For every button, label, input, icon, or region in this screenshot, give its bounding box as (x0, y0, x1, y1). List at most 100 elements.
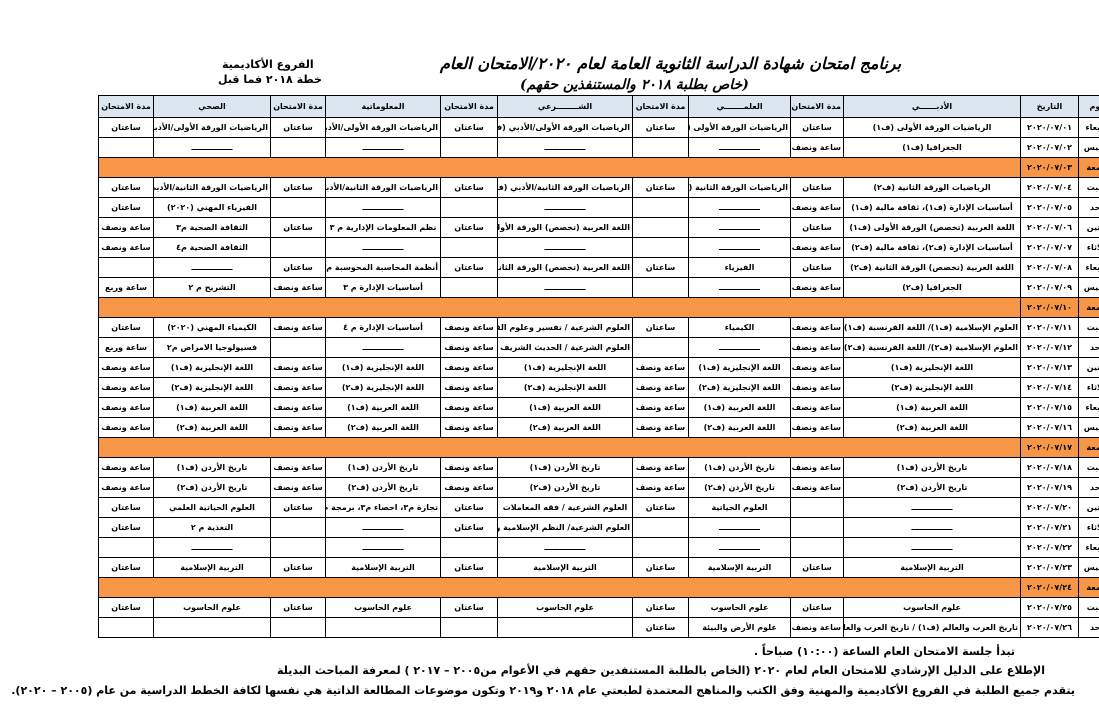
subject: الرياضيات الورقة الثانية/الأدبي (ف٢) (153, 177, 271, 198)
subject: فسيولوجيا الامراض م٢ (153, 337, 271, 358)
duration: ساعة ونصف (790, 337, 844, 358)
note: يتقدم جميع الطلبة في الفروع الأكاديمية و… (11, 684, 1075, 697)
subject: اللغة العربية (ف١) (497, 397, 633, 418)
row: الثلاثاء٢٠٢٠/٠٧/٢١ــــــــــــــــــــــ… (98, 517, 1099, 538)
subject: ـــــــــــــــ (325, 237, 441, 258)
duration: ساعة ونصف (790, 357, 844, 378)
duration: ساعة ونصف (790, 317, 844, 338)
duration: ساعة ونصف (440, 477, 498, 498)
subject: ـــــــــــــــ (843, 497, 1021, 518)
subject: العلوم الشرعية / تفسير وعلوم القرآن (497, 317, 633, 338)
day: الأربعاء (1078, 397, 1099, 418)
day: السبت (1078, 597, 1099, 618)
subject: اللغة العربية (ف١) (843, 397, 1021, 418)
duration: ساعة ونصف (270, 357, 326, 378)
duration: ساعتان (98, 557, 154, 578)
subject: ـــــــــــــــ (688, 337, 791, 358)
duration: ساعتان (270, 257, 326, 278)
note: تبدأ جلسة الامتحان العام الساعة (١٠:٠٠) … (753, 645, 1015, 658)
column-header: الشــــــــرعي (497, 95, 633, 118)
duration: ساعتان (632, 257, 689, 278)
duration (632, 137, 689, 158)
subject: تاريخ الأردن (ف١) (325, 457, 441, 478)
duration (440, 617, 498, 638)
date: ٢٠٢٠/٠٧/٢٢ (1020, 537, 1079, 558)
duration: ساعة ونصف (98, 237, 154, 258)
duration: ساعتان (632, 557, 689, 578)
duration: ساعتان (440, 597, 498, 618)
duration: ساعتان (632, 117, 689, 138)
duration: ساعة ونصف (632, 397, 689, 418)
subject: ـــــــــــــــ (688, 217, 791, 238)
subject: تاريخ الأردن (ف٢) (688, 477, 791, 498)
duration (440, 277, 498, 298)
duration: ساعة ونصف (440, 357, 498, 378)
date: ٢٠٢٠/٠٧/٠٦ (1020, 217, 1079, 238)
duration (632, 537, 689, 558)
holiday-row: الجمعة٢٠٢٠/٠٧/٢٤ (98, 577, 1099, 598)
day: الخميس (1078, 557, 1099, 578)
branch: الفروع الأكاديمية (222, 58, 314, 71)
subject: اللغة العربية (تخصص) الورقة الثانية (ف٢) (843, 257, 1021, 278)
date: ٢٠٢٠/٠٧/١٠ (1020, 297, 1079, 318)
subject: اللغة الإنجليزية (ف٢) (688, 377, 791, 398)
subject: اللغة الإنجليزية (ف٢) (497, 377, 633, 398)
duration: ساعتان (790, 597, 844, 618)
duration (632, 237, 689, 258)
duration: ساعتان (270, 117, 326, 138)
duration: ساعتان (790, 177, 844, 198)
duration: ساعة ونصف (790, 137, 844, 158)
duration (270, 617, 326, 638)
subject: ـــــــــــــــ (497, 277, 633, 298)
day: الثلاثاء (1078, 377, 1099, 398)
column-header: مدة الامتحان (790, 95, 844, 118)
holiday-cell (98, 577, 1021, 598)
day: الخميس (1078, 417, 1099, 438)
subject: تاريخ الأردن (ف١) (153, 457, 271, 478)
subject: ـــــــــــــــ (688, 197, 791, 218)
holiday-row: الجمعة٢٠٢٠/٠٧/١٠ (98, 297, 1099, 318)
date: ٢٠٢٠/٠٧/١٤ (1020, 377, 1079, 398)
duration: ساعة ونصف (440, 377, 498, 398)
duration: ساعة ونصف (270, 457, 326, 478)
subject: ـــــــــــــــ (153, 137, 271, 158)
subject: الرياضيات الورقة الأولى/الأدبي (ف١) (153, 117, 271, 138)
subject: الرياضيات الورقة الأولى (ف١) (843, 117, 1021, 138)
duration: ساعتان (790, 557, 844, 578)
plan: خطة ٢٠١٨ فما قبل (218, 73, 322, 86)
subject: ـــــــــــــــ (325, 517, 441, 538)
holiday-cell (98, 297, 1021, 318)
date: ٢٠٢٠/٠٧/١٧ (1020, 437, 1079, 458)
duration: ساعتان (440, 117, 498, 138)
date: ٢٠٢٠/٠٧/١٨ (1020, 457, 1079, 478)
duration (440, 237, 498, 258)
duration: ساعة ونصف (440, 457, 498, 478)
note: الإطلاع على الدليل الإرشادي للامتحان الع… (277, 664, 1045, 677)
subject: تاريخ الأردن (ف١) (497, 457, 633, 478)
subject: الرياضيات الورقة الثانية/الأدبي (ف٢) (325, 177, 441, 198)
subject: تاريخ الأردن (ف٢) (325, 477, 441, 498)
subject: الرياضيات الورقة الأولى (ف١) (688, 117, 791, 138)
day: الخميس (1078, 137, 1099, 158)
duration: ساعة ونصف (440, 337, 498, 358)
duration (270, 197, 326, 218)
duration (98, 137, 154, 158)
subject: اللغة الإنجليزية (ف٢) (325, 377, 441, 398)
subject (325, 617, 441, 638)
duration: ساعتان (440, 517, 498, 538)
duration (632, 517, 689, 538)
duration: ساعة ونصف (790, 377, 844, 398)
duration (270, 137, 326, 158)
duration: ساعتان (270, 597, 326, 618)
subject: العلوم الإسلامية (ف٢)/ اللغة الفرنسية (ف… (843, 337, 1021, 358)
subject: ـــــــــــــــ (688, 517, 791, 538)
subject: علوم الحاسوب (843, 597, 1021, 618)
duration: ساعة ونصف (270, 377, 326, 398)
